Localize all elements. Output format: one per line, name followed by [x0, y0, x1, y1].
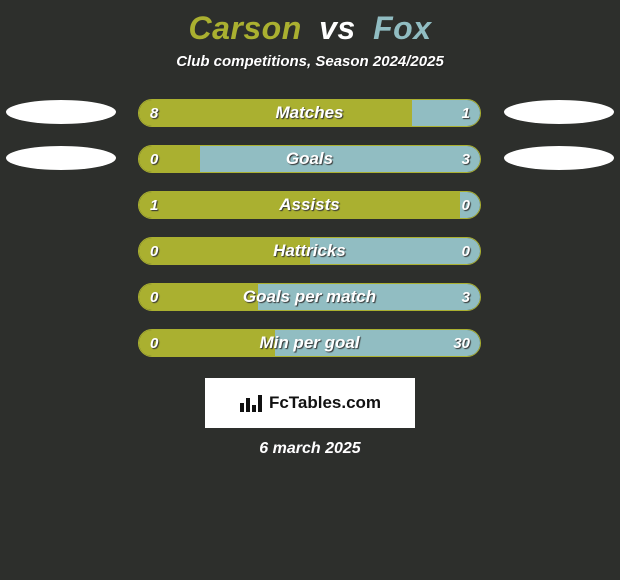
player2-name: Fox: [373, 10, 431, 46]
stat-row: Min per goal030: [0, 322, 620, 368]
stat-row: Matches81: [0, 92, 620, 138]
team-logo-placeholder-right: [504, 146, 614, 170]
stat-bar-left-seg: [139, 284, 258, 310]
stat-row: Assists10: [0, 184, 620, 230]
comparison-chart: Carson vs Fox Club competitions, Season …: [0, 0, 620, 580]
stat-bar: [138, 237, 481, 265]
team-logo-placeholder-left: [6, 146, 116, 170]
stat-row: Goals03: [0, 138, 620, 184]
stat-bar-left-seg: [139, 192, 460, 218]
brand-icon: [239, 393, 263, 413]
stat-bar: [138, 145, 481, 173]
page-title: Carson vs Fox: [0, 10, 620, 47]
brand-text: FcTables.com: [269, 393, 381, 413]
stat-bar: [138, 191, 481, 219]
stat-bar-right-seg: [412, 100, 480, 126]
stat-bar-right-seg: [275, 330, 480, 356]
team-logo-placeholder-left: [6, 100, 116, 124]
player1-name: Carson: [188, 10, 301, 46]
stat-row: Goals per match03: [0, 276, 620, 322]
stat-bar: [138, 99, 481, 127]
subtitle: Club competitions, Season 2024/2025: [0, 53, 620, 70]
stat-bar-left-seg: [139, 330, 275, 356]
stat-bar-right-seg: [310, 238, 481, 264]
stat-bar-right-seg: [258, 284, 480, 310]
title-vs: vs: [319, 10, 356, 46]
stat-rows: Matches81Goals03Assists10Hattricks00Goal…: [0, 92, 620, 368]
stat-bar-right-seg: [200, 146, 480, 172]
stat-bar: [138, 329, 481, 357]
stat-bar-left-seg: [139, 146, 200, 172]
stat-row: Hattricks00: [0, 230, 620, 276]
stat-bar-left-seg: [139, 100, 412, 126]
date: 6 march 2025: [0, 440, 620, 458]
brand-box: FcTables.com: [205, 378, 415, 428]
stat-bar: [138, 283, 481, 311]
stat-bar-left-seg: [139, 238, 310, 264]
team-logo-placeholder-right: [504, 100, 614, 124]
stat-bar-right-seg: [460, 192, 480, 218]
